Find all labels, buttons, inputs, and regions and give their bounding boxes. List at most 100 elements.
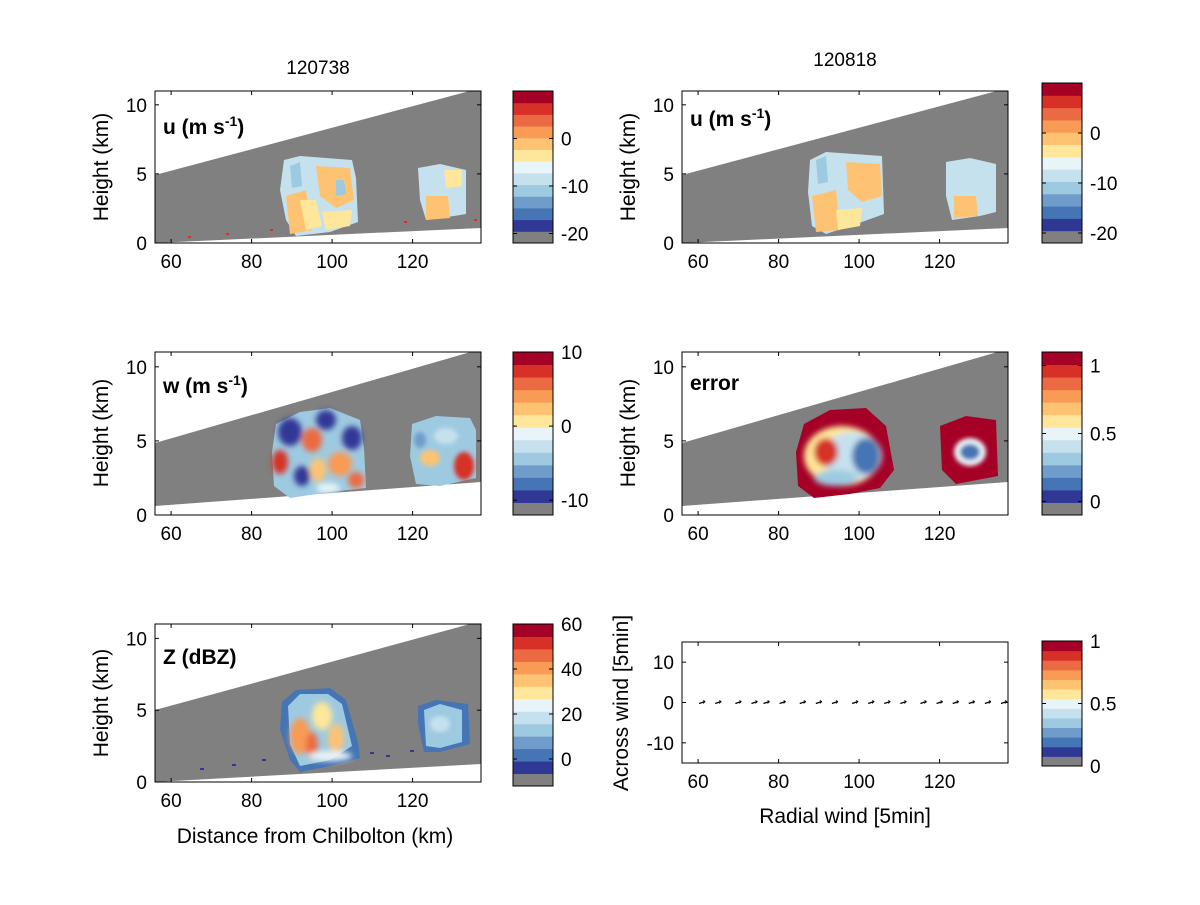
y-tick-label: 10 xyxy=(653,358,674,379)
x-tick-label: 60 xyxy=(688,524,709,545)
wind-vector-arrow xyxy=(715,700,722,705)
colorbar-tick-label: -20 xyxy=(1090,224,1117,245)
x-tick-label: 60 xyxy=(688,252,709,273)
wind-vector-arrow xyxy=(779,700,786,705)
inset-label: Z (dBZ) xyxy=(163,646,236,669)
axes-middle-right: 60 80 100 120 0 5 10 xyxy=(653,352,1008,545)
colorbar-tick-label: -10 xyxy=(1090,174,1117,195)
wind-vector-arrow xyxy=(815,700,823,705)
colorbar-frame xyxy=(1041,82,1083,244)
colorbar-swatch xyxy=(1042,669,1082,680)
x-axis-label: Distance from Chilbolton (km) xyxy=(177,825,454,848)
axes-frame xyxy=(154,623,482,783)
colorbar-swatch xyxy=(513,377,553,391)
storm-cell-2-error xyxy=(940,416,998,484)
colorbar-swatch xyxy=(1042,746,1082,757)
colorbar-swatch xyxy=(513,673,553,687)
colorbar-swatch xyxy=(1042,169,1082,182)
colorbar-swatch xyxy=(513,207,553,221)
colorbar-frame xyxy=(512,351,554,516)
colorbar-swatch xyxy=(1042,689,1082,700)
wind-vector-head xyxy=(755,700,758,704)
colorbar-swatch xyxy=(1042,650,1082,661)
inset-label: u (m s-1) xyxy=(163,113,244,139)
y-tick-label: 5 xyxy=(663,165,674,186)
wind-vector-head xyxy=(803,700,807,704)
colorbar-swatch xyxy=(513,661,553,675)
colorbar-swatch xyxy=(513,196,553,209)
plot-area-bottom-left xyxy=(155,624,481,782)
title-right: 120818 xyxy=(813,50,876,71)
colorbar-tick-label: 0 xyxy=(561,417,572,438)
wind-vector-head xyxy=(702,700,706,704)
noise-specks xyxy=(200,750,414,770)
colorbar-swatch xyxy=(513,402,553,416)
colorbar-swatch xyxy=(513,773,553,787)
colorbar-swatch xyxy=(1042,414,1082,428)
colorbar-swatch xyxy=(513,489,553,503)
colorbar-swatch xyxy=(513,91,553,104)
colorbar-swatch xyxy=(1042,502,1082,516)
colorbar-swatch xyxy=(513,464,553,478)
wind-vector-head xyxy=(887,700,891,704)
colorbar-swatch xyxy=(1042,206,1082,219)
axes-frame xyxy=(681,641,1009,764)
axes-bottom-left: 60 80 100 120 0 5 10 xyxy=(126,624,481,812)
x-tick-label: 100 xyxy=(316,524,348,545)
colorbar-tick-label: 0 xyxy=(1090,492,1101,513)
inset-label: u (m s-1) xyxy=(690,105,771,131)
colorbar-swatch xyxy=(1042,95,1082,109)
colorbar-swatch xyxy=(1042,679,1082,690)
colorbar-swatch xyxy=(513,126,553,139)
plot-area-middle-right xyxy=(682,352,1008,506)
colorbar-swatch xyxy=(513,364,553,378)
colorbar-swatch xyxy=(1042,660,1082,671)
x-tick-label: 100 xyxy=(316,791,348,812)
colorbar-swatch xyxy=(513,114,553,127)
storm-cell-1-error xyxy=(796,408,894,498)
plot-area-top-left xyxy=(155,91,481,243)
colorbar-tick-label: 0.5 xyxy=(1090,425,1116,446)
colorbar-swatch xyxy=(513,723,553,737)
y-tick-label: 5 xyxy=(136,432,147,453)
colorbar-frame xyxy=(512,90,554,244)
x-tick-label: 120 xyxy=(397,791,429,812)
colorbar-tick-label: 1 xyxy=(1090,357,1101,378)
colorbar-swatch xyxy=(513,231,553,244)
x-tick-label: 100 xyxy=(316,252,348,273)
colorbar-swatch xyxy=(513,184,553,197)
colorbar-swatch xyxy=(1042,641,1082,652)
wind-vector-head xyxy=(767,700,770,704)
inset-label: error xyxy=(690,372,739,395)
x-tick-label: 100 xyxy=(843,772,875,793)
colorbar-swatch xyxy=(1042,464,1082,478)
colorbar-swatch xyxy=(513,102,553,115)
colorbar-swatch xyxy=(1042,717,1082,729)
colorbar-swatch xyxy=(1042,156,1082,170)
colorbar-swatch xyxy=(513,636,553,650)
plot-area-top-right xyxy=(682,91,1008,243)
x-tick-label: 80 xyxy=(768,524,789,545)
colorbar-swatch xyxy=(1042,708,1082,719)
colorbar-swatch xyxy=(513,502,553,516)
wind-vector-arrow xyxy=(984,700,992,705)
wind-vector-arrow xyxy=(952,700,959,705)
x-tick-label: 80 xyxy=(768,252,789,273)
y-tick-label: 10 xyxy=(126,629,147,650)
colorbar-tick-label: -20 xyxy=(561,225,588,246)
colorbar-swatch xyxy=(513,352,553,366)
colorbar-swatch xyxy=(513,477,553,491)
axes-middle-left: 60 80 100 120 0 5 10 xyxy=(126,352,481,545)
storm-cell-1-w xyxy=(272,408,366,498)
storm-cell-2-u xyxy=(946,158,996,220)
x-tick-label: 120 xyxy=(924,252,956,273)
y-axis-label: Height (km) xyxy=(90,113,113,222)
colorbar-frame xyxy=(512,623,554,787)
colorbar-swatch xyxy=(1042,218,1082,232)
y-tick-label: 0 xyxy=(663,506,674,527)
axes-frame xyxy=(154,351,482,516)
